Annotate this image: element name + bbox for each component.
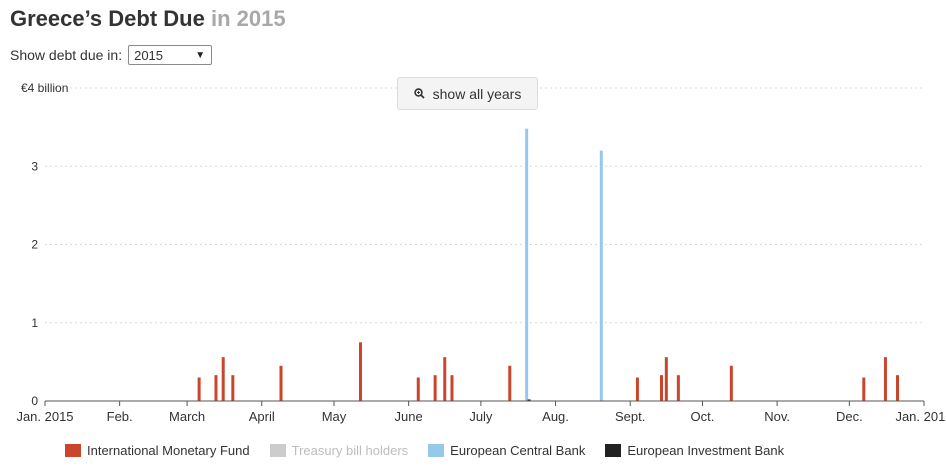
y-tick-label: 0 bbox=[31, 394, 38, 408]
chevron-down-icon: ▼ bbox=[195, 49, 206, 61]
legend: International Monetary Fund Treasury bil… bbox=[65, 441, 804, 459]
legend-swatch bbox=[428, 443, 445, 457]
bar-0 bbox=[664, 357, 668, 401]
bar-0 bbox=[508, 365, 512, 401]
x-tick-label: Jan. 2016 bbox=[895, 409, 946, 424]
legend-swatch bbox=[605, 443, 622, 457]
bar-0 bbox=[433, 375, 437, 401]
bar-0 bbox=[862, 377, 866, 401]
y-tick-label: €4 billion bbox=[21, 81, 68, 95]
bar-3 bbox=[527, 399, 531, 401]
legend-item-ecb[interactable]: European Central Bank bbox=[428, 443, 585, 458]
x-tick-label: Oct. bbox=[691, 409, 715, 424]
x-axis: Jan. 2015 Feb. March April May June July Aug. Se… bbox=[16, 400, 946, 424]
bar-0 bbox=[279, 365, 283, 401]
x-tick-label: Dec. bbox=[836, 409, 863, 424]
legend-label: International Monetary Fund bbox=[87, 442, 250, 458]
title-year: in 2015 bbox=[210, 6, 286, 31]
x-tick-label: Feb. bbox=[107, 409, 133, 424]
legend-item-treasury[interactable]: Treasury bill holders bbox=[269, 442, 409, 458]
year-select-value: 2015 bbox=[134, 47, 164, 63]
bar-0 bbox=[896, 375, 900, 401]
bar-0 bbox=[231, 375, 235, 401]
y-tick-label: 2 bbox=[31, 238, 38, 252]
legend-swatch bbox=[269, 443, 286, 457]
x-tick-label: May bbox=[322, 409, 347, 424]
page-title: Greece’s Debt Due in 2015 bbox=[10, 6, 286, 32]
y-tick-label: 3 bbox=[31, 159, 38, 173]
legend-swatch bbox=[65, 443, 81, 457]
bar-0 bbox=[197, 377, 201, 401]
debt-chart: 0 1 2 3 €4 billion Jan. 2015 Feb. March April Ma… bbox=[16, 81, 946, 424]
zoom-icon bbox=[413, 88, 425, 99]
bar-0 bbox=[416, 377, 420, 401]
x-tick-label: April bbox=[249, 409, 275, 424]
x-tick-label: July bbox=[469, 409, 493, 424]
title-main: Greece’s Debt Due bbox=[10, 6, 205, 31]
legend-label: European Investment Bank bbox=[627, 442, 785, 458]
x-tick-label: Nov. bbox=[764, 409, 790, 424]
y-axis: 0 1 2 3 €4 billion bbox=[21, 81, 68, 408]
select-label: Show debt due in: bbox=[10, 47, 123, 63]
bar-0 bbox=[883, 357, 887, 401]
bar-0 bbox=[221, 357, 225, 401]
bar-0 bbox=[450, 375, 454, 401]
bar-0 bbox=[214, 375, 218, 401]
bar-0 bbox=[729, 365, 733, 401]
bar-2 bbox=[599, 150, 603, 401]
bar-2 bbox=[525, 128, 529, 401]
x-tick-label: Aug. bbox=[542, 409, 569, 424]
year-select[interactable]: 2015 ▼ bbox=[128, 45, 213, 65]
x-tick-label: March bbox=[169, 409, 205, 424]
bar-0 bbox=[635, 377, 639, 401]
show-all-years-button[interactable]: show all years bbox=[397, 77, 538, 110]
legend-item-imf[interactable]: International Monetary Fund bbox=[65, 443, 250, 458]
y-tick-label: 1 bbox=[31, 316, 38, 330]
bar-0 bbox=[358, 342, 362, 401]
bar-0 bbox=[443, 357, 447, 401]
x-tick-label: Jan. 2015 bbox=[16, 409, 73, 424]
grid-lines bbox=[45, 87, 924, 324]
legend-label: European Central Bank bbox=[450, 442, 586, 458]
bars bbox=[197, 128, 900, 401]
x-tick-label: June bbox=[395, 409, 423, 424]
show-all-years-label: show all years bbox=[432, 85, 522, 102]
bar-0 bbox=[676, 375, 680, 401]
legend-label: Treasury bill holders bbox=[291, 442, 409, 458]
x-tick-label: Sept. bbox=[615, 409, 645, 424]
legend-item-eib[interactable]: European Investment Bank bbox=[605, 443, 784, 458]
bar-0 bbox=[660, 375, 664, 401]
year-control: Show debt due in: 2015 ▼ bbox=[10, 44, 213, 66]
